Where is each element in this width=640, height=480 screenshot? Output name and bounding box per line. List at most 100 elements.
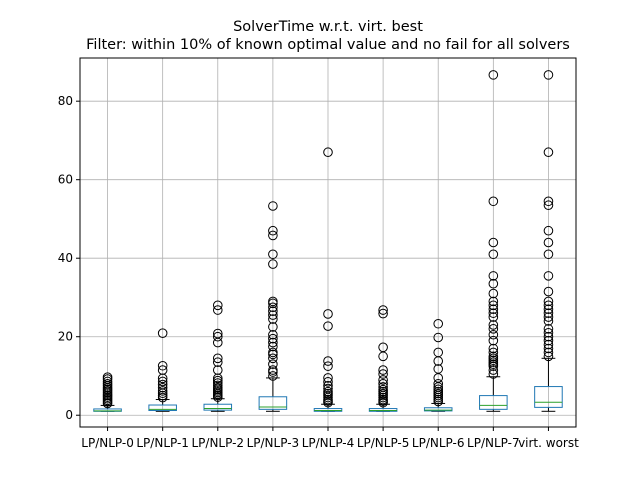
flier-point (543, 335, 554, 346)
flier-point (323, 373, 333, 383)
flier-point (433, 384, 444, 395)
box (203, 403, 233, 411)
flier-point (488, 324, 499, 334)
flier-point (488, 288, 499, 299)
flier-point (268, 302, 278, 313)
x-tick-label: LP/NLP-0 (81, 436, 134, 450)
box-group (203, 300, 233, 412)
flier-point (543, 296, 554, 307)
flier-point (433, 386, 444, 397)
flier-point (157, 376, 168, 387)
flier-point (543, 351, 554, 362)
flier-point (488, 365, 499, 375)
flier-point (488, 308, 499, 318)
flier-point (268, 353, 278, 364)
flier-point (378, 308, 388, 319)
flier-point (212, 300, 223, 311)
flier-point (268, 306, 278, 316)
flier-point (212, 331, 223, 342)
flier-point (157, 386, 168, 396)
chart-title: SolverTime w.r.t. virt. best (233, 19, 423, 35)
y-tick-label: 80 (58, 94, 73, 108)
flier-point (488, 351, 499, 362)
x-tick-label: virt. worst (518, 436, 579, 450)
flier-point (268, 333, 278, 344)
box (148, 404, 177, 412)
flier-point (488, 249, 499, 260)
x-tick-label: LP/NLP-3 (247, 436, 300, 450)
flier-point (433, 347, 444, 358)
flier-point (323, 386, 333, 397)
x-tick-label: LP/NLP-5 (357, 436, 410, 450)
box (423, 407, 453, 412)
flier-point (488, 196, 499, 207)
flier-point (157, 390, 168, 401)
flier-point (543, 339, 554, 350)
flier-point (157, 328, 168, 338)
flier-point (268, 359, 278, 369)
flier-point (543, 300, 554, 311)
flier-point (378, 375, 388, 385)
box-group (258, 201, 288, 412)
plot-area (93, 70, 563, 412)
flier-point (212, 353, 223, 364)
flier-point (268, 322, 278, 332)
chart-subtitle: Filter: within 10% of known optimal valu… (86, 37, 570, 53)
flier-point (323, 361, 333, 371)
x-tick-label: LP/NLP-7 (467, 436, 520, 450)
flier-point (543, 237, 554, 248)
flier-point (488, 70, 499, 80)
flier-point (323, 147, 333, 158)
flier-point (488, 312, 499, 322)
flier-point (543, 196, 554, 207)
box (258, 396, 288, 410)
flier-point (268, 225, 278, 236)
flier-point (543, 343, 554, 354)
y-tick-label: 40 (58, 251, 73, 265)
flier-point (488, 369, 499, 379)
flier-point (378, 384, 388, 395)
flier-point (268, 347, 278, 358)
flier-point (268, 201, 278, 211)
box-group (148, 328, 177, 412)
flier-point (212, 365, 223, 375)
flier-point (543, 271, 554, 281)
flier-point (543, 225, 554, 236)
flier-point (268, 259, 278, 269)
x-tick-label: LP/NLP-6 (412, 436, 465, 450)
flier-point (268, 365, 278, 375)
flier-point (102, 379, 113, 389)
flier-point (212, 382, 223, 393)
flier-point (268, 337, 278, 348)
flier-point (268, 371, 278, 381)
flier-point (268, 341, 278, 352)
flier-point (488, 347, 499, 358)
flier-point (212, 375, 223, 386)
flier-point (212, 328, 223, 339)
flier-point (212, 380, 223, 391)
flier-point (543, 304, 554, 315)
flier-point (543, 347, 554, 358)
flier-point (323, 383, 333, 394)
flier-point (378, 305, 388, 315)
x-axis: LP/NLP-0 LP/NLP-1 LP/NLP-2 LP/NLP-3 LP/NLP-4… (81, 427, 579, 450)
flier-point (212, 378, 223, 388)
box (368, 408, 398, 412)
flier-point (212, 305, 223, 315)
y-tick-label: 20 (58, 330, 73, 344)
flier-point (433, 318, 444, 329)
flier-point (543, 331, 554, 342)
y-tick-label: 0 (65, 408, 73, 422)
flier-point (488, 329, 499, 340)
box-group (534, 70, 563, 412)
flier-point (268, 230, 278, 241)
flier-point (268, 310, 278, 320)
box (534, 386, 563, 408)
flier-point (488, 237, 499, 248)
flier-point (323, 377, 333, 387)
box-group (423, 318, 453, 412)
x-tick-label: LP/NLP-1 (136, 436, 189, 450)
flier-point (157, 365, 168, 375)
flier-point (323, 356, 333, 366)
flier-point (488, 278, 499, 289)
